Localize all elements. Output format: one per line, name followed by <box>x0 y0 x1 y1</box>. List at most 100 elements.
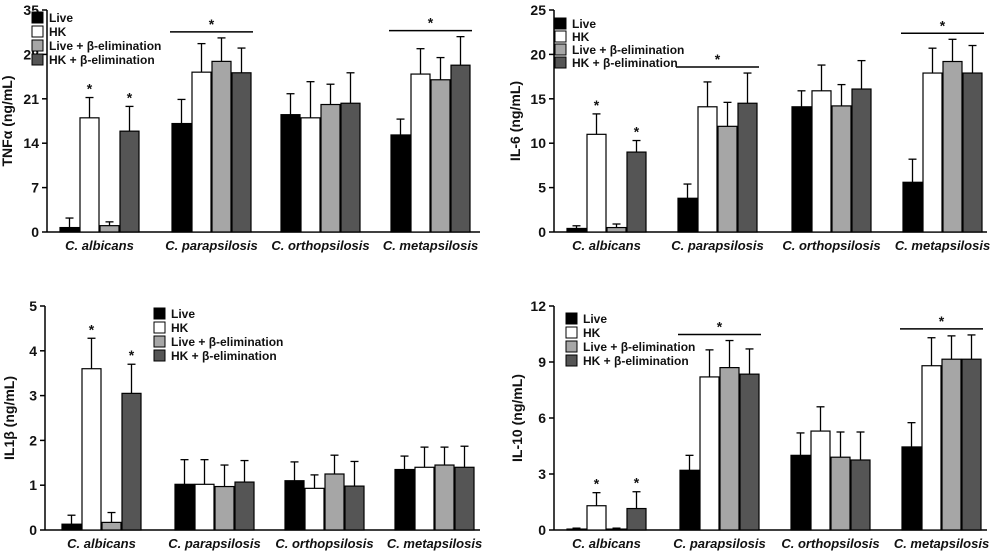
bar <box>304 487 325 531</box>
bar <box>81 368 102 531</box>
legend-label: HK <box>171 321 189 335</box>
y-tick-label: 14 <box>23 135 39 151</box>
bar <box>390 134 411 233</box>
legend-swatch <box>554 43 567 56</box>
y-tick-label: 12 <box>530 298 546 314</box>
legend-swatch <box>153 307 166 320</box>
bar <box>454 466 475 531</box>
y-tick-label: 0 <box>29 522 37 538</box>
significance-star: * <box>428 15 434 31</box>
y-axis-label: IL1β (ng/mL) <box>1 376 17 460</box>
category-label: C. parapsilosis <box>168 536 260 551</box>
bar <box>586 133 607 233</box>
bar <box>719 367 740 531</box>
bar <box>606 528 627 531</box>
significance-star: * <box>594 97 600 113</box>
legend-swatch <box>31 11 44 24</box>
legend-swatch <box>565 354 578 367</box>
bar <box>340 102 361 233</box>
category-label: C. albicans <box>67 536 136 551</box>
bar <box>810 430 831 531</box>
y-tick-label: 5 <box>29 298 37 314</box>
legend-label: HK + β-elimination <box>171 349 277 363</box>
bar <box>737 102 758 233</box>
bar <box>790 454 811 531</box>
bar <box>430 79 451 233</box>
bar <box>921 365 942 531</box>
bar <box>699 376 720 531</box>
bar <box>59 226 80 233</box>
bar <box>194 483 215 531</box>
significance-star: * <box>634 475 640 491</box>
bar <box>171 122 192 233</box>
legend-swatch <box>153 321 166 334</box>
bar <box>739 373 760 531</box>
bar <box>450 64 471 233</box>
category-label: C. metapsilosis <box>894 536 989 551</box>
bar <box>284 480 305 531</box>
legend-swatch <box>153 349 166 362</box>
bar <box>566 528 587 531</box>
legend-swatch <box>31 53 44 66</box>
y-tick-label: 1 <box>29 477 37 493</box>
y-tick-label: 6 <box>538 410 546 426</box>
bar <box>851 88 872 233</box>
category-label: C. metapsilosis <box>895 238 990 253</box>
category-label: C. orthopsilosis <box>275 536 373 551</box>
bar <box>414 466 435 531</box>
chart-panel-2: 0 5 10 15 20 25 IL-6 (ng/mL) C. albicans C. para… <box>507 2 990 253</box>
category-label: C. albicans <box>65 238 134 253</box>
chart-panel-4: 0 3 6 9 12 IL-10 (ng/mL) C. albicans C. parapsi… <box>509 298 989 551</box>
y-tick-label: 9 <box>538 354 546 370</box>
bar <box>119 130 140 233</box>
legend-swatch <box>565 312 578 325</box>
y-axis-label: IL-6 (ng/mL) <box>507 81 523 161</box>
bar <box>942 60 963 233</box>
bar <box>191 71 212 233</box>
significance-star: * <box>715 51 721 67</box>
bar <box>961 358 982 531</box>
category-label: C. metapsilosis <box>383 238 478 253</box>
bar <box>586 505 607 531</box>
category-label: C. metapsilosis <box>387 536 482 551</box>
bar <box>234 481 255 531</box>
significance-star: * <box>940 17 946 33</box>
legend-label: Live <box>583 312 607 326</box>
bar <box>214 485 235 531</box>
legend-label: Live + β-elimination <box>572 43 684 57</box>
category-label: C. parapsilosis <box>671 238 763 253</box>
bar <box>231 72 252 233</box>
bar <box>300 117 321 233</box>
significance-star: * <box>634 124 640 140</box>
bar <box>434 464 455 531</box>
bar <box>394 468 415 531</box>
legend-label: Live + β-elimination <box>171 335 283 349</box>
y-tick-label: 0 <box>31 224 39 240</box>
bar <box>791 106 812 233</box>
bar <box>811 90 832 233</box>
y-tick-label: 20 <box>530 46 546 62</box>
legend-swatch <box>153 335 166 348</box>
legend-label: Live <box>572 17 596 31</box>
bar <box>324 473 345 531</box>
bar <box>830 456 851 531</box>
category-label: C. parapsilosis <box>673 536 765 551</box>
significance-star: * <box>87 81 93 97</box>
significance-star: * <box>129 347 135 363</box>
bar <box>344 485 365 531</box>
legend-label: HK <box>49 25 67 39</box>
y-tick-label: 4 <box>29 343 37 359</box>
category-label: C. albicans <box>572 536 641 551</box>
y-tick-label: 2 <box>29 432 37 448</box>
legend-swatch <box>31 25 44 38</box>
bar <box>79 117 100 233</box>
bar <box>211 60 232 233</box>
bar <box>831 105 852 233</box>
legend-swatch <box>554 30 567 43</box>
bar <box>121 392 142 531</box>
legend-swatch <box>565 340 578 353</box>
category-label: C. albicans <box>572 238 641 253</box>
significance-star: * <box>717 319 723 335</box>
